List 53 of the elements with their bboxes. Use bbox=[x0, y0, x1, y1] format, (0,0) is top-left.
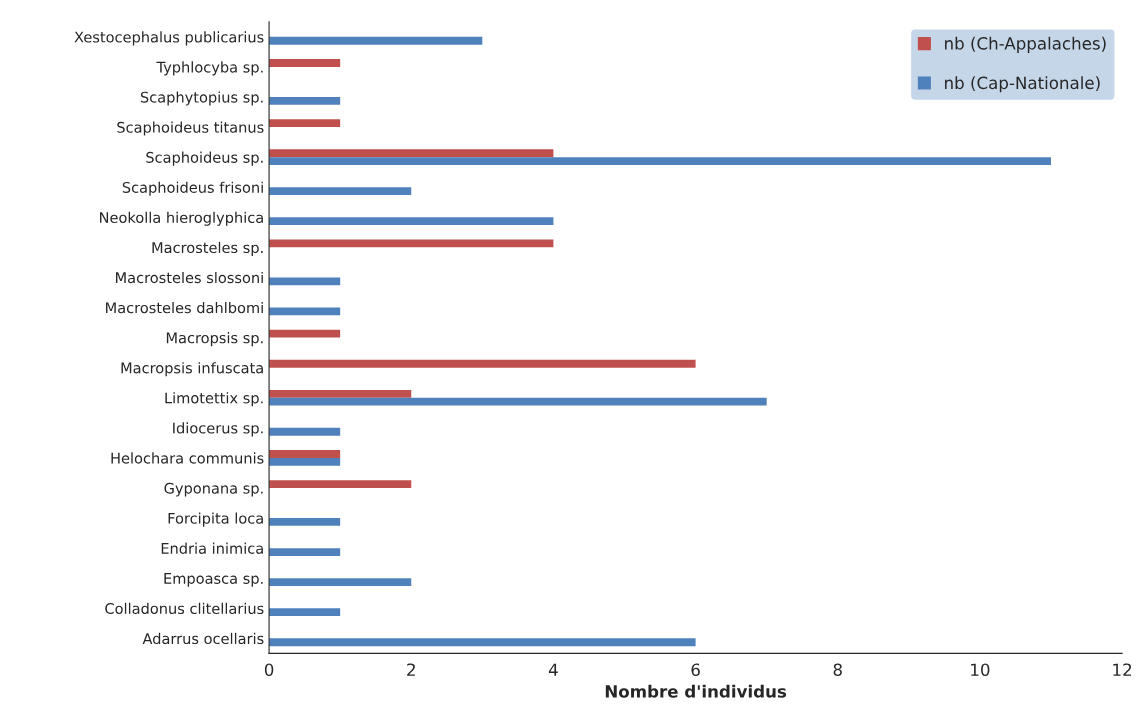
x-tick-label: 6 bbox=[691, 663, 700, 677]
y-tick-label: Forcipita loca bbox=[168, 512, 263, 527]
bar bbox=[269, 578, 412, 587]
x-tick-label: 2 bbox=[407, 663, 415, 676]
bar bbox=[269, 187, 412, 196]
y-tick-label: Endria inimica bbox=[161, 542, 263, 554]
y-tick-label: Adarrus ocellaris bbox=[142, 632, 264, 645]
bar bbox=[269, 149, 554, 158]
y-tick-label: Macrosteles sp. bbox=[152, 241, 263, 256]
bar bbox=[269, 389, 412, 398]
bar bbox=[269, 36, 483, 45]
x-tick-label: 8 bbox=[833, 663, 842, 677]
y-tick-label: Empoasca sp. bbox=[164, 573, 263, 587]
bar bbox=[269, 329, 341, 338]
bar bbox=[269, 217, 554, 226]
y-tick-label: Colladonus clitellarius bbox=[105, 602, 264, 615]
y-tick-label: Gyponana sp. bbox=[164, 482, 263, 497]
bar bbox=[269, 450, 341, 458]
bar bbox=[269, 548, 341, 556]
y-tick-label: Macrosteles dahlbomi bbox=[106, 301, 263, 314]
y-tick-label: Neokolla hieroglyphica bbox=[100, 211, 263, 226]
y-tick-label: Scaphytopius sp. bbox=[140, 91, 263, 106]
bar bbox=[269, 397, 767, 406]
y-tick-label: Helochara communis bbox=[111, 452, 264, 464]
legend-label: nb (Ch-Appalaches) bbox=[945, 36, 1106, 53]
x-tick-label: 4 bbox=[548, 663, 558, 676]
bar bbox=[269, 427, 341, 436]
bar bbox=[269, 277, 341, 286]
y-tick-label: Typhlocyba sp. bbox=[156, 61, 263, 76]
bar bbox=[269, 157, 1052, 165]
x-axis-title: Nombre d'individus bbox=[605, 684, 787, 698]
bar bbox=[269, 59, 341, 67]
bar bbox=[269, 480, 412, 488]
y-tick-label: Idiocerus sp. bbox=[173, 422, 263, 437]
bar bbox=[269, 119, 341, 128]
bar bbox=[269, 359, 696, 368]
x-tick-label: 10 bbox=[971, 663, 990, 677]
y-tick-label: Macropsis sp. bbox=[166, 332, 263, 347]
y-tick-label: Macropsis infuscata bbox=[121, 362, 263, 377]
y-tick-label: Scaphoideus titanus bbox=[117, 121, 264, 136]
legend-label: nb (Cap-Nationale) bbox=[945, 76, 1100, 93]
y-tick-label: Xestocephalus publicarius bbox=[74, 31, 264, 46]
y-tick-label: Scaphoideus sp. bbox=[146, 151, 263, 166]
y-tick-label: Limotettix sp. bbox=[165, 392, 263, 407]
x-tick-label: 0 bbox=[264, 663, 274, 677]
bar bbox=[269, 457, 341, 466]
x-tick-label: 12 bbox=[1113, 663, 1132, 676]
bar bbox=[269, 518, 341, 526]
bar bbox=[269, 608, 341, 617]
bar bbox=[269, 96, 341, 105]
bar bbox=[269, 638, 696, 647]
y-tick-label: Macrosteles slossoni bbox=[115, 271, 263, 284]
y-tick-label: Scaphoideus frisoni bbox=[122, 181, 263, 196]
